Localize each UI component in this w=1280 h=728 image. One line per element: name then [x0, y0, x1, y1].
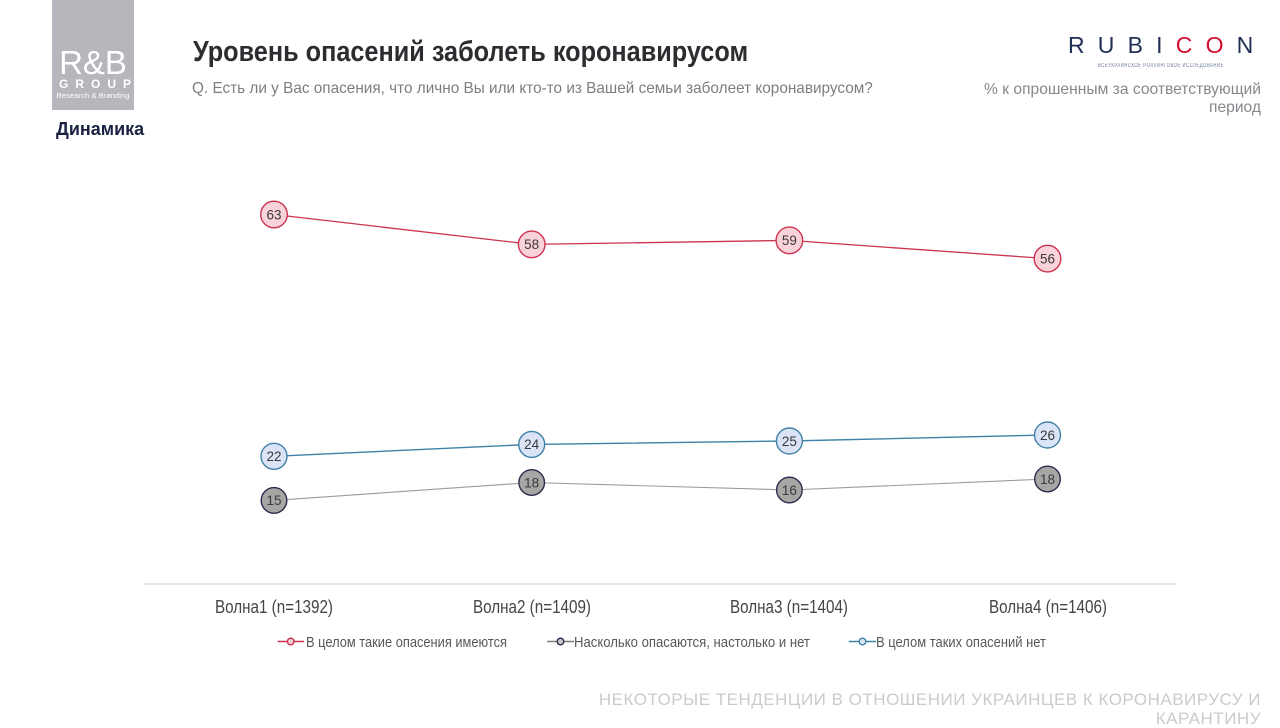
svg-text:56: 56: [1040, 251, 1055, 266]
svg-text:58: 58: [524, 237, 539, 252]
svg-text:25: 25: [782, 434, 797, 449]
svg-text:63: 63: [266, 207, 281, 222]
svg-text:15: 15: [266, 493, 281, 508]
svg-text:18: 18: [1040, 472, 1055, 487]
svg-text:22: 22: [266, 449, 281, 464]
svg-text:59: 59: [782, 233, 797, 248]
svg-text:18: 18: [524, 475, 539, 490]
svg-text:24: 24: [524, 437, 540, 452]
svg-text:26: 26: [1040, 428, 1055, 443]
svg-text:16: 16: [782, 483, 797, 498]
